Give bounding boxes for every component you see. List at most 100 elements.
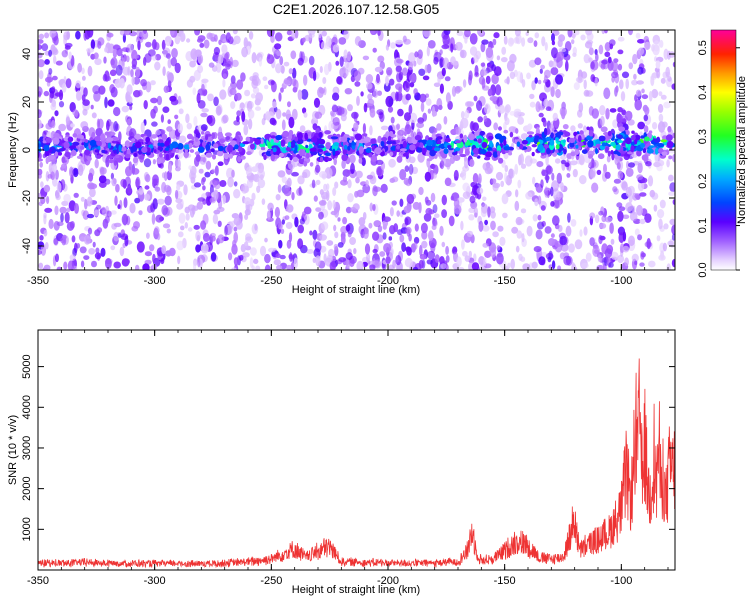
spectrogram-cell: [565, 225, 572, 237]
spectrogram-cell: [399, 234, 405, 243]
spectrogram-cell: [515, 216, 523, 226]
spectrogram-cell: [537, 221, 544, 230]
spectrogram-cell: [556, 172, 562, 184]
spectrogram-cell: [481, 78, 486, 89]
spectrogram-ridge-cell: [452, 154, 461, 161]
spectrogram-cell: [38, 59, 45, 68]
spectrogram-cell: [403, 205, 411, 214]
spectrogram-cell: [61, 50, 68, 58]
spectrogram-cell: [464, 36, 468, 44]
spectrogram-cell: [217, 161, 224, 166]
spectrogram-cell: [321, 30, 328, 37]
spectrogram-cell: [275, 108, 282, 120]
spectrogram-cell: [528, 59, 537, 68]
spectrogram-cell: [132, 156, 139, 164]
spectrogram-cell: [649, 189, 656, 198]
spectrogram-ridge-cell: [96, 155, 102, 159]
spectrogram-cell: [412, 266, 419, 270]
spectrogram-cell: [38, 262, 44, 269]
spectrogram-cell: [302, 169, 311, 179]
spectrogram-cell: [110, 58, 115, 66]
spectrogram-cell: [317, 30, 322, 39]
spectrogram-cell: [288, 232, 293, 243]
spectrogram-cell: [120, 233, 129, 240]
spectrogram-cell: [197, 100, 206, 109]
spectrogram-cell: [202, 185, 206, 191]
spectrogram-cell: [421, 240, 428, 249]
spectrogram-cell: [247, 109, 255, 119]
spectrogram-ridge-cell: [660, 139, 667, 143]
spectrogram-ridge-cell: [610, 141, 616, 147]
spectrogram-cell: [242, 252, 250, 258]
spectrogram-cell: [397, 229, 403, 236]
spectrogram-cell: [635, 32, 641, 39]
spectrogram-cell: [55, 194, 61, 201]
spectrogram-ridge-cell: [158, 152, 163, 158]
spectrogram-cell: [550, 86, 555, 98]
spectrogram-cell: [46, 196, 50, 204]
spectrogram-cell: [553, 194, 562, 201]
spectrogram-cell: [315, 164, 321, 173]
spectrogram-cell: [315, 207, 322, 213]
spectrogram-cell: [484, 103, 491, 115]
spectrogram-cell: [565, 60, 569, 72]
spectrogram-cell: [492, 38, 497, 46]
spectrogram-cell: [669, 182, 675, 192]
spectrogram-cell: [140, 79, 148, 87]
snr-x-tick-label: -200: [377, 575, 399, 587]
spectrogram-cell: [161, 39, 166, 51]
spectrogram-cell: [87, 65, 93, 77]
spectrogram-ridge-cell: [135, 141, 142, 149]
spectrogram-cell: [195, 244, 201, 253]
spectrogram-ridge-cell: [84, 149, 91, 156]
spectrogram-cell: [214, 34, 218, 42]
spectrogram-cell: [554, 158, 561, 164]
spectrogram-cell: [177, 123, 183, 134]
spectrogram-cell: [507, 262, 511, 269]
spectrogram-cell: [644, 106, 650, 115]
spectrogram-cell: [55, 253, 59, 263]
spectrogram-cell: [104, 215, 110, 224]
spectrogram-cell: [347, 179, 352, 189]
spectrogram-cell: [385, 256, 391, 264]
spectrogram-ridge-cell: [644, 136, 650, 142]
spectrogram-cell: [444, 177, 452, 187]
spectrogram-ridge-cell: [515, 127, 519, 134]
spectrogram-cell: [184, 206, 191, 214]
spectrogram-cell: [441, 194, 447, 206]
spectrogram-cell: [221, 44, 228, 54]
spectrogram-ridge-cell: [96, 140, 102, 147]
spectrogram-ridge-cell: [370, 155, 378, 162]
spectrogram-cell: [476, 100, 483, 111]
spectrogram-cell: [547, 256, 552, 263]
spectrogram-ridge-cell: [640, 135, 645, 139]
spectrogram-ridge-cell: [311, 151, 318, 156]
spectrogram-cell: [466, 230, 474, 238]
spectrogram-cell: [284, 215, 290, 221]
spectrogram-cell: [278, 221, 283, 230]
spectrogram-cell: [58, 79, 64, 85]
spectrogram-cell: [133, 76, 141, 85]
spectrogram-cell: [156, 232, 161, 241]
spectrogram-cell: [540, 205, 546, 211]
spectrogram-cell: [288, 116, 295, 129]
spectrogram-ridge-cell: [646, 148, 654, 154]
spectrogram-cell: [265, 111, 271, 121]
spectrogram-ridge-cell: [607, 130, 612, 137]
spectrogram-cell: [251, 78, 259, 89]
spectrogram-cell: [174, 114, 179, 120]
spectrogram-cell: [504, 165, 509, 173]
spectrogram-cell: [288, 68, 293, 75]
spectrogram-ridge-cell: [443, 148, 449, 155]
spectrogram-ridge-cell: [168, 151, 172, 156]
spectrogram-cell: [385, 44, 389, 51]
spectrogram-cell: [658, 91, 663, 97]
spectrogram-ridge-cell: [195, 154, 201, 162]
spectrogram-cell: [581, 262, 589, 269]
spectrogram-cell: [136, 30, 145, 38]
spectrogram-ridge-cell: [365, 147, 372, 153]
spectrogram-cell: [86, 196, 93, 207]
spectrogram-cell: [374, 66, 383, 73]
spectrogram-cell: [201, 78, 209, 84]
spectrogram-cell: [332, 199, 336, 210]
